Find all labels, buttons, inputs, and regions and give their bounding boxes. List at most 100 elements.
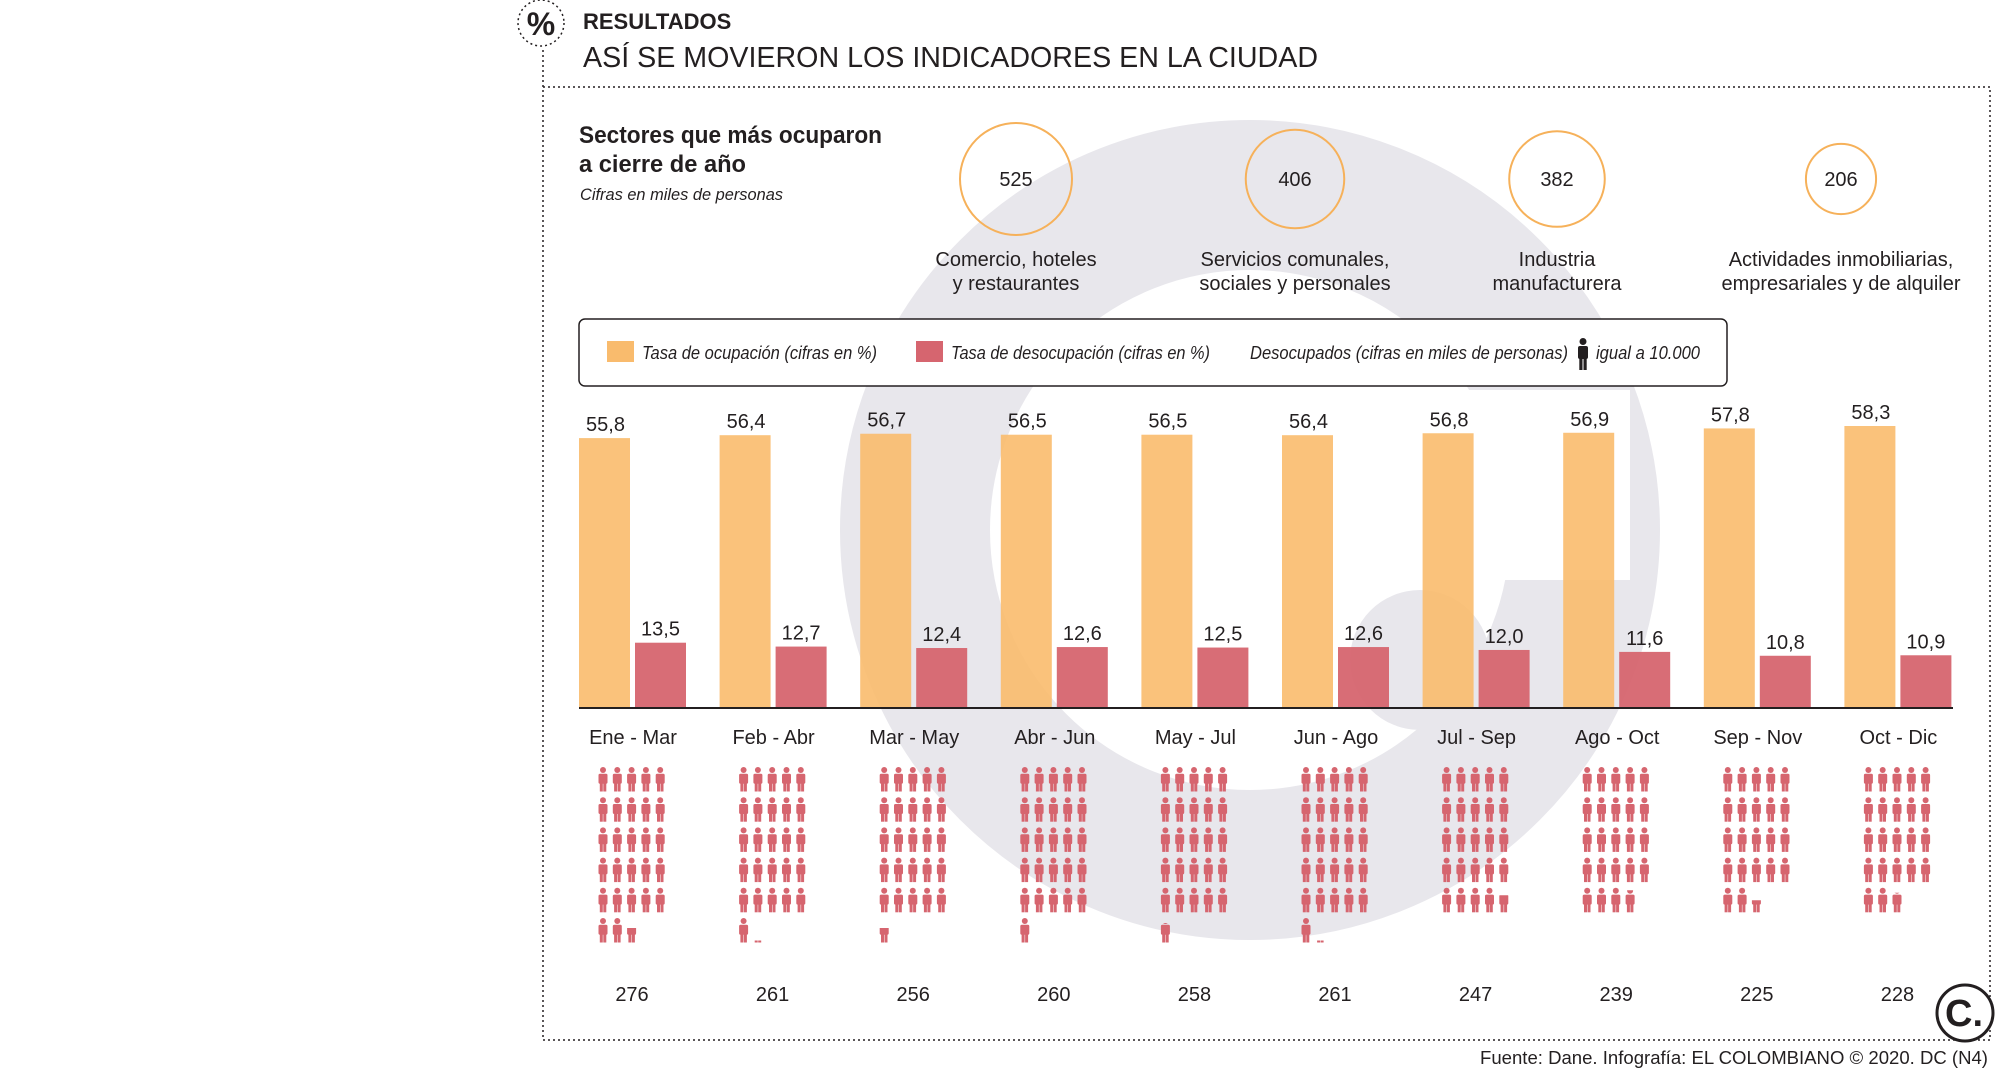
person-icon [1160, 767, 1170, 792]
person-icon [879, 797, 889, 822]
person-icon [1485, 797, 1494, 822]
person-icon [1878, 827, 1888, 852]
person-icon [612, 887, 622, 913]
person-icon [1639, 767, 1649, 792]
person-icon [1597, 827, 1606, 852]
dotted-frame [542, 47, 1991, 1041]
person-icon [1189, 827, 1199, 852]
person-icon [936, 767, 946, 792]
person-icon [1456, 797, 1466, 822]
person-icon [782, 827, 791, 852]
person-icon [894, 887, 903, 913]
person-icon [1301, 918, 1311, 943]
person-icon [782, 767, 791, 792]
sectors-title-line2: a cierre de año [579, 151, 746, 178]
legend-label-unemployment: Tasa de desocupación (cifras en %) [951, 343, 1210, 363]
person-icon [753, 827, 763, 852]
person-icon [1611, 887, 1621, 913]
person-icon [1751, 900, 1761, 913]
bar-unemployment [635, 642, 686, 708]
partial-person-icon [1317, 940, 1324, 943]
person-icon [1863, 797, 1873, 822]
percent-badge-circle [517, 0, 565, 47]
bar-label-occupation: 56,8 [1430, 409, 1469, 431]
person-icon [1723, 767, 1733, 792]
sector-bubble-value: 382 [1540, 169, 1573, 191]
person-icon [1063, 767, 1073, 792]
sector-label-line1: Servicios comunales, [1201, 249, 1390, 271]
bar-occupation [860, 433, 912, 708]
person-icon [1160, 887, 1170, 913]
person-icon [655, 827, 665, 852]
person-icon [641, 887, 651, 913]
sector-label-line2: empresariales y de alquiler [1721, 273, 1960, 295]
sector-bubble-value: 406 [1278, 169, 1311, 191]
person-icon [1780, 767, 1790, 792]
person-icon [753, 767, 763, 792]
person-icon [1737, 767, 1747, 792]
person-icon [739, 797, 749, 822]
legend: Tasa de ocupación (cifras en %) Tasa de … [578, 318, 1728, 387]
x-tick-label: Abr - Jun [1014, 727, 1095, 749]
person-icon [1301, 797, 1311, 822]
person-icon [1723, 797, 1733, 822]
person-icon [894, 827, 903, 852]
person-icon [1315, 827, 1325, 852]
bar-label-unemployment: 12,5 [1203, 624, 1242, 646]
bar-occupation [579, 438, 630, 708]
person-icon [1470, 797, 1480, 822]
person-icon [1034, 827, 1044, 852]
person-icon [1034, 857, 1044, 883]
person-icon [627, 827, 637, 852]
legend-box [578, 318, 1728, 387]
person-icon [1077, 887, 1087, 913]
person-icon [1921, 827, 1931, 852]
person-icon [1330, 797, 1340, 822]
unemployed-count-label: 276 [615, 984, 648, 1006]
person-icon [936, 797, 946, 822]
percent-badge: % [517, 0, 565, 47]
person-icon [1160, 797, 1170, 822]
person-icon [739, 918, 749, 943]
x-tick-label: Ene - Mar [589, 727, 677, 749]
person-icon [641, 767, 651, 792]
person-icon [1048, 767, 1058, 792]
partial-person-icon [1625, 890, 1635, 913]
person-icon [1470, 767, 1480, 792]
person-icon [1878, 767, 1888, 792]
person-icon [1863, 857, 1873, 883]
person-icon [936, 887, 946, 913]
person-icon [922, 767, 932, 792]
person-icon [1751, 767, 1761, 792]
person-icon [641, 797, 651, 822]
person-icon [1582, 797, 1592, 822]
person-icon [1892, 892, 1902, 913]
person-icon [1317, 940, 1324, 943]
person-icon [1034, 887, 1044, 913]
person-icon [1863, 827, 1873, 852]
person-icon [1878, 797, 1888, 822]
bar-label-occupation: 56,5 [1008, 411, 1047, 433]
person-icon [1878, 857, 1888, 883]
unemployed-count-label: 260 [1037, 984, 1070, 1006]
person-icon [1175, 857, 1185, 883]
person-icon [739, 857, 749, 883]
bar-chart: 55,8 13,5 Ene - Mar 56,4 12,7 Feb - Abr 56,7 12… [579, 402, 1952, 749]
x-tick-label: Sep - Nov [1713, 727, 1802, 749]
person-icon [1737, 857, 1747, 883]
person-icon [1611, 767, 1621, 792]
legend-label-icon-value: igual a 10.000 [1596, 343, 1700, 363]
person-icon [1892, 767, 1902, 792]
bar-unemployment [1900, 655, 1952, 708]
person-icon [1203, 797, 1213, 822]
person-icon [894, 857, 903, 883]
person-icon [1330, 857, 1340, 883]
bar-unemployment [1056, 647, 1108, 708]
person-icon [655, 857, 665, 883]
person-icon [1358, 767, 1368, 792]
person-icon [1766, 797, 1776, 822]
person-icon [1485, 827, 1494, 852]
bar-unemployment [1197, 647, 1249, 708]
person-icon [1034, 767, 1044, 792]
